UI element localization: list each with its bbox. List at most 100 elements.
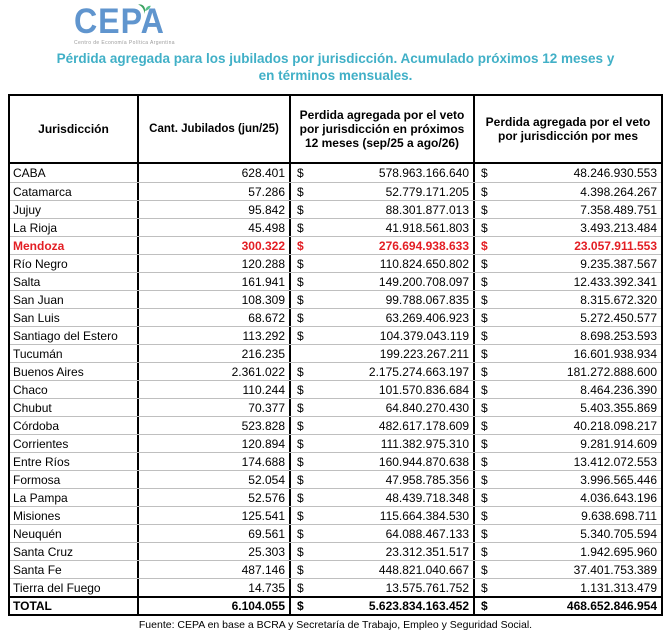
data-table: Jurisdicción Cant. Jubilados (jun/25) Pe… xyxy=(8,94,663,616)
cell-jurisdiccion: Jujuy xyxy=(10,201,139,218)
cell-jubilados: 108.309 xyxy=(139,291,291,308)
currency-symbol: $ xyxy=(297,274,304,289)
amount-12m: 110.824.650.802 xyxy=(379,256,469,271)
cell-perdida-mes: $ 5.340.705.594 xyxy=(475,525,661,542)
amount-mes: 4.036.643.196 xyxy=(580,490,657,505)
cell-jubilados: 300.322 xyxy=(139,237,291,254)
table-row: CABA 628.401 $ 578.963.166.640 $ 48.246.… xyxy=(10,164,661,182)
cell-jubilados: 487.146 xyxy=(139,561,291,578)
cell-jurisdiccion: Río Negro xyxy=(10,255,139,272)
cell-perdida-mes: $ 1.942.695.960 xyxy=(475,543,661,560)
table-row: Tucumán 216.235 199.223.267.211 $ 16.601… xyxy=(10,344,661,362)
amount-mes: 23.057.911.553 xyxy=(574,238,657,253)
cell-jubilados: 174.688 xyxy=(139,453,291,470)
amount-mes: 8.464.236.390 xyxy=(580,382,657,397)
table-row: TOTAL 6.104.055 $ 5.623.834.163.452 $ 46… xyxy=(10,596,661,614)
amount-mes: 5.272.450.577 xyxy=(580,310,657,325)
cell-jubilados: 125.541 xyxy=(139,507,291,524)
header-jurisdiccion: Jurisdicción xyxy=(10,96,139,162)
currency-symbol: $ xyxy=(481,580,488,595)
cell-perdida-12m: $ 41.918.561.803 xyxy=(291,219,475,236)
cell-perdida-mes: $ 9.235.387.567 xyxy=(475,255,661,272)
amount-mes: 9.281.914.609 xyxy=(580,436,657,451)
currency-symbol: $ xyxy=(297,508,304,523)
amount-mes: 468.652.846.954 xyxy=(566,599,657,613)
amount-mes: 16.601.938.934 xyxy=(573,346,657,361)
currency-symbol: $ xyxy=(481,328,488,343)
cell-perdida-12m: $ 448.821.040.667 xyxy=(291,561,475,578)
amount-mes: 8.315.672.320 xyxy=(580,292,657,307)
currency-symbol: $ xyxy=(481,544,488,559)
cell-perdida-12m: $ 64.088.467.133 xyxy=(291,525,475,542)
cell-jurisdiccion: Córdoba xyxy=(10,417,139,434)
cell-perdida-mes: $ 37.401.753.389 xyxy=(475,561,661,578)
header-jubilados: Cant. Jubilados (jun/25) xyxy=(139,96,291,162)
cell-perdida-mes: $ 7.358.489.751 xyxy=(475,201,661,218)
amount-12m: 13.575.761.752 xyxy=(385,580,469,595)
cell-perdida-12m: $ 111.382.975.310 xyxy=(291,435,475,452)
table-row: Corrientes 120.894 $ 111.382.975.310 $ 9… xyxy=(10,434,661,452)
amount-12m: 149.200.708.097 xyxy=(378,274,469,289)
currency-symbol: $ xyxy=(481,184,488,199)
table-row: Santa Cruz 25.303 $ 23.312.351.517 $ 1.9… xyxy=(10,542,661,560)
cell-perdida-mes: $ 4.398.264.267 xyxy=(475,183,661,200)
cell-perdida-mes: $ 9.638.698.711 xyxy=(475,507,661,524)
cell-perdida-12m: $ 110.824.650.802 xyxy=(291,255,475,272)
cell-jubilados: 14.735 xyxy=(139,579,291,596)
cell-jurisdiccion: Misiones xyxy=(10,507,139,524)
currency-symbol: $ xyxy=(481,364,488,379)
amount-12m: 276.694.938.633 xyxy=(378,238,469,253)
cell-jubilados: 216.235 xyxy=(139,345,291,362)
amount-mes: 8.698.253.593 xyxy=(580,328,657,343)
cell-jurisdiccion: Salta xyxy=(10,273,139,290)
currency-symbol: $ xyxy=(481,490,488,505)
cell-perdida-mes: $ 40.218.098.217 xyxy=(475,417,661,434)
amount-12m: 63.269.406.923 xyxy=(385,310,469,325)
leaf-icon xyxy=(137,2,152,20)
amount-mes: 1.131.313.479 xyxy=(580,580,657,595)
cell-jurisdiccion: San Juan xyxy=(10,291,139,308)
cell-perdida-mes: $ 1.131.313.479 xyxy=(475,579,661,596)
cell-jurisdiccion: Corrientes xyxy=(10,435,139,452)
currency-symbol: $ xyxy=(481,310,488,325)
amount-12m: 2.175.274.663.197 xyxy=(368,364,469,379)
table-row: Entre Ríos 174.688 $ 160.944.870.638 $ 1… xyxy=(10,452,661,470)
table-row: Salta 161.941 $ 149.200.708.097 $ 12.433… xyxy=(10,272,661,290)
cell-jubilados: 2.361.022 xyxy=(139,363,291,380)
amount-mes: 12.433.392.341 xyxy=(573,274,657,289)
cell-perdida-mes: $ 16.601.938.934 xyxy=(475,345,661,362)
cell-perdida-mes: $ 9.281.914.609 xyxy=(475,435,661,452)
table-row: Río Negro 120.288 $ 110.824.650.802 $ 9.… xyxy=(10,254,661,272)
cell-jurisdiccion: San Luis xyxy=(10,309,139,326)
table-row: Córdoba 523.828 $ 482.617.178.609 $ 40.2… xyxy=(10,416,661,434)
currency-symbol: $ xyxy=(481,472,488,487)
currency-symbol: $ xyxy=(297,220,304,235)
cell-perdida-12m: $ 160.944.870.638 xyxy=(291,453,475,470)
currency-symbol: $ xyxy=(297,292,304,307)
currency-symbol: $ xyxy=(481,400,488,415)
currency-symbol: $ xyxy=(297,184,304,199)
cell-jurisdiccion: Tierra del Fuego xyxy=(10,579,139,596)
amount-12m: 64.840.270.430 xyxy=(385,400,469,415)
cell-perdida-12m: $ 578.963.166.640 xyxy=(291,164,475,182)
currency-symbol: $ xyxy=(297,310,304,325)
currency-symbol: $ xyxy=(481,166,488,180)
amount-mes: 5.403.355.869 xyxy=(580,400,657,415)
table-row: Santa Fe 487.146 $ 448.821.040.667 $ 37.… xyxy=(10,560,661,578)
amount-mes: 40.218.098.217 xyxy=(573,418,657,433)
cell-perdida-12m: $ 104.379.043.119 xyxy=(291,327,475,344)
cell-perdida-12m: $ 88.301.877.013 xyxy=(291,201,475,218)
amount-12m: 64.088.467.133 xyxy=(385,526,469,541)
currency-symbol: $ xyxy=(481,292,488,307)
cell-perdida-12m: $ 23.312.351.517 xyxy=(291,543,475,560)
cell-perdida-12m: 199.223.267.211 xyxy=(291,345,475,362)
cepa-logo-subtitle: Centro de Economía Política Argentina xyxy=(74,40,175,46)
cell-jurisdiccion: CABA xyxy=(10,164,139,182)
amount-12m: 199.223.267.211 xyxy=(379,346,469,361)
table-row: Buenos Aires 2.361.022 $ 2.175.274.663.1… xyxy=(10,362,661,380)
currency-symbol: $ xyxy=(297,490,304,505)
cell-jubilados: 25.303 xyxy=(139,543,291,560)
amount-mes: 13.412.072.553 xyxy=(573,454,657,469)
currency-symbol: $ xyxy=(481,599,488,613)
